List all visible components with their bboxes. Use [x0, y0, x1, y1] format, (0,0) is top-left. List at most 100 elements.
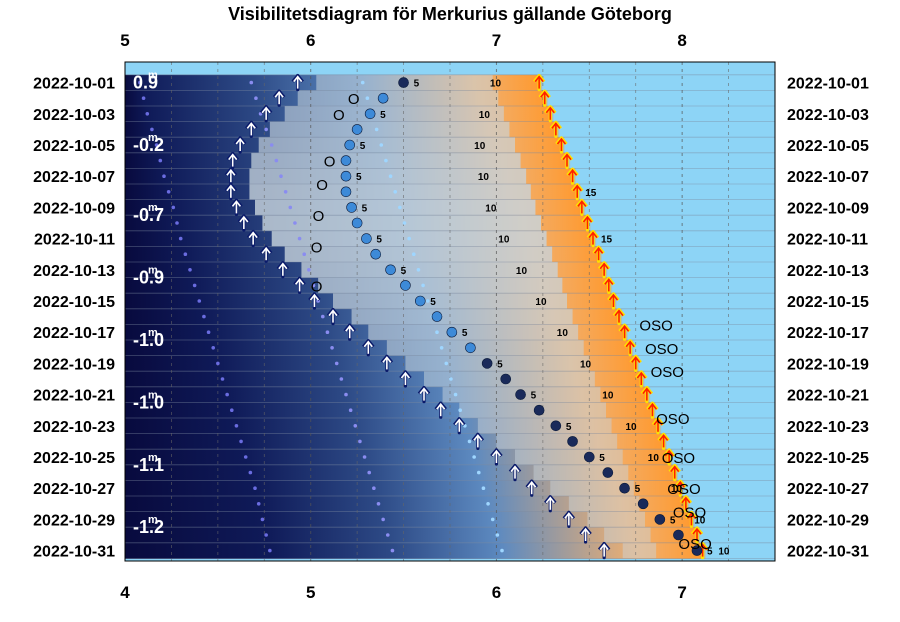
astronomical-twilight-point — [154, 143, 159, 147]
mercury-rise-arrow-head-inner — [363, 340, 373, 348]
direction-label: OSO — [639, 317, 672, 334]
sunrise-arrow-head-inner — [608, 293, 619, 301]
sunrise-arrow-head-inner — [670, 465, 680, 473]
mercury-rise-arrow — [343, 323, 356, 341]
altitude-label: 5 — [401, 266, 407, 277]
astronomical-twilight-point — [162, 174, 166, 178]
date-label-left: 2022-10-25 — [33, 450, 115, 467]
nautical-twilight-point — [325, 330, 330, 335]
civil-twilight-point — [439, 346, 444, 350]
direction-label: O — [313, 208, 325, 225]
sunrise-arrow-head-inner — [562, 153, 572, 161]
sunrise-arrow — [575, 198, 589, 216]
mercury-position-point — [465, 342, 476, 354]
civil-twilight-point — [453, 392, 458, 397]
mercury-position-point — [361, 233, 372, 244]
mercury-position-point — [533, 404, 545, 416]
astronomical-twilight-point — [158, 158, 163, 163]
altitude-label: 10 — [648, 453, 660, 464]
civil-twilight-point — [388, 174, 393, 178]
altitude-label: 10 — [474, 141, 486, 152]
sunrise-arrow-head-inner — [545, 106, 555, 114]
mercury-rise-arrow-head-inner — [419, 387, 429, 395]
sunrise-arrow — [657, 432, 670, 450]
mercury-rise-arrow — [230, 198, 243, 216]
astronomical-twilight-point — [206, 330, 211, 335]
mercury-rise-arrow — [233, 136, 247, 154]
mercury-rise-arrow — [226, 152, 239, 170]
nautical-twilight-point — [381, 517, 385, 522]
sunrise-arrow — [581, 214, 594, 232]
nautical-twilight-point — [293, 221, 297, 225]
mercury-rise-arrow-head-inner — [294, 278, 305, 285]
astronomical-twilight-point — [141, 96, 146, 100]
civil-twilight-point — [476, 470, 481, 475]
altitude-label: 5 — [362, 203, 368, 214]
sky-row-26 — [125, 464, 775, 481]
astronomical-twilight-point — [243, 455, 248, 459]
direction-label: OSO — [656, 411, 689, 428]
mercury-position-point — [431, 311, 443, 322]
astronomical-twilight-point — [264, 533, 268, 537]
mercury-position-point — [377, 92, 389, 104]
magnitude-superscript: m — [148, 70, 158, 82]
altitude-label: 5 — [414, 79, 420, 90]
altitude-label: 10 — [485, 203, 497, 214]
civil-twilight-point — [449, 377, 453, 381]
mercury-rise-arrow-head-inner — [274, 90, 284, 98]
mercury-rise-arrow — [224, 167, 238, 185]
sunrise-arrow-head-inner — [642, 387, 652, 395]
civil-twilight-point — [398, 205, 402, 210]
sunrise-arrow-head-inner — [619, 324, 630, 332]
mercury-position-point — [654, 514, 666, 525]
sunrise-arrow-head-inner — [604, 278, 614, 285]
date-label-right: 2022-10-25 — [787, 450, 869, 467]
nautical-twilight-point — [339, 377, 344, 381]
sunrise-arrow-head-inner — [686, 512, 697, 519]
mercury-rise-arrow-head-inner — [248, 231, 258, 239]
mercury-position-point — [344, 139, 356, 151]
mercury-position-point — [500, 373, 512, 385]
mercury-position-point — [340, 170, 352, 182]
sky-row-30 — [125, 527, 775, 544]
sunrise-arrow-head-inner — [582, 215, 593, 223]
mercury-rise-arrow-head-inner — [226, 184, 236, 192]
altitude-label: 5 — [635, 484, 641, 495]
sunrise-arrow-head-inner — [556, 137, 567, 145]
sunrise-arrow — [560, 152, 574, 170]
altitude-label: 5 — [497, 359, 503, 370]
mercury-rise-arrow-head-inner — [545, 496, 555, 504]
date-label-left: 2022-10-05 — [33, 138, 115, 155]
altitude-label: 5 — [531, 391, 537, 402]
sunrise-arrow-head-inner — [534, 75, 544, 83]
magnitude-label: -1.1 — [133, 455, 164, 475]
civil-twilight-point — [402, 221, 407, 225]
civil-twilight-point — [360, 80, 365, 85]
mercury-rise-arrow-head-inner — [239, 215, 249, 223]
date-label-left: 2022-10-17 — [33, 325, 115, 342]
mercury-rise-arrow-head-inner — [400, 371, 411, 379]
date-label-right: 2022-10-11 — [787, 232, 868, 249]
mercury-visible-band-31 — [622, 542, 657, 559]
sunrise-arrow — [538, 89, 551, 107]
civil-twilight-point — [444, 361, 449, 366]
date-label-right: 2022-10-03 — [787, 107, 869, 124]
altitude-label: 10 — [490, 79, 502, 90]
civil-twilight-point — [472, 455, 476, 459]
magnitude-superscript: m — [148, 265, 158, 277]
nautical-twilight-point — [348, 408, 353, 413]
civil-twilight-point — [407, 236, 411, 241]
mercury-rise-arrow — [326, 308, 340, 326]
mercury-position-point — [351, 124, 363, 135]
mercury-rise-arrow — [224, 183, 238, 201]
sunrise-arrow — [646, 401, 659, 419]
date-label-left: 2022-10-15 — [33, 294, 115, 311]
mercury-rise-arrow-head-inner — [261, 246, 271, 254]
mercury-rise-arrow — [245, 120, 258, 138]
mercury-visible-band-13 — [301, 262, 558, 278]
sunrise-arrow — [690, 526, 704, 544]
date-label-right: 2022-10-27 — [787, 481, 869, 498]
altitude-label: 5 — [599, 453, 605, 464]
mercury-rise-arrow-head-inner — [246, 122, 256, 129]
mercury-visible-band-28 — [568, 496, 640, 512]
